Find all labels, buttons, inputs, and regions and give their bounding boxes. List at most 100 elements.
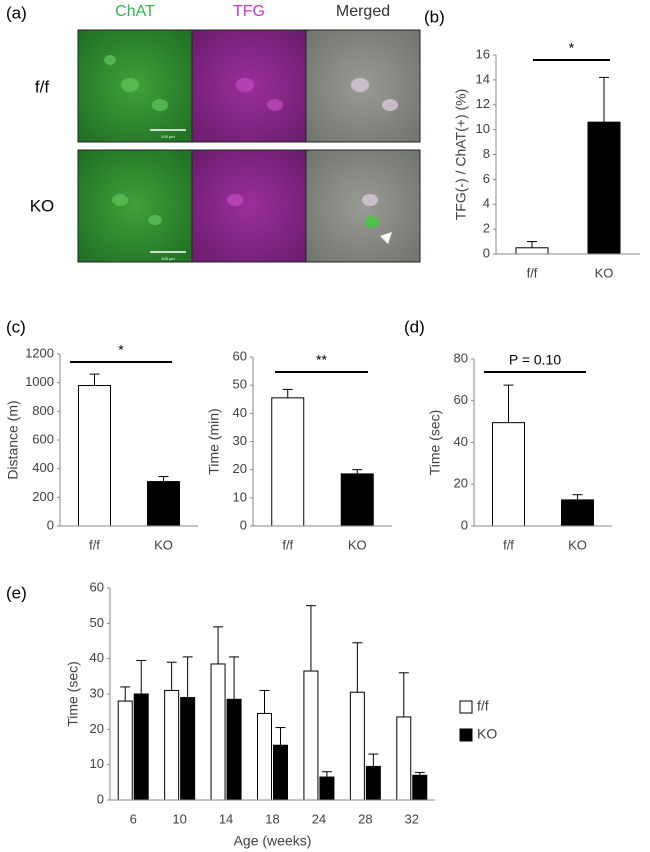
column-label: Merged — [336, 3, 390, 20]
y-tick-label: 1000 — [25, 374, 54, 389]
row-label: KO — [30, 196, 55, 215]
y-axis-label: Time (min) — [206, 408, 222, 474]
significance-label: ** — [316, 352, 327, 368]
y-tick-label: 20 — [454, 476, 468, 491]
bar — [180, 697, 196, 801]
y-axis-label: Time (sec) — [65, 661, 81, 727]
y-tick-label: 600 — [32, 431, 54, 446]
panel-label: (d) — [404, 317, 425, 336]
y-tick-label: 0 — [461, 517, 468, 532]
panel-label: (c) — [6, 317, 26, 336]
y-tick-label: 10 — [90, 756, 104, 771]
y-tick-label: 80 — [454, 350, 468, 365]
y-tick-label: 16 — [476, 46, 490, 61]
bar — [271, 397, 305, 527]
bar — [164, 689, 180, 801]
y-tick-label: 10 — [233, 489, 247, 504]
scale-bar-label: 100 µm — [161, 256, 175, 261]
x-tick-label: 18 — [265, 811, 279, 826]
y-tick-label: 6 — [483, 171, 490, 186]
x-tick-label: 32 — [405, 811, 419, 826]
bar — [133, 693, 149, 801]
bar — [273, 744, 288, 801]
y-tick-label: 20 — [233, 461, 247, 476]
bar — [226, 698, 242, 801]
y-tick-label: 0 — [240, 517, 247, 532]
x-tick-label: f/f — [282, 537, 293, 552]
column-label: ChAT — [115, 3, 155, 20]
y-tick-label: 800 — [32, 403, 54, 418]
bar — [257, 712, 272, 801]
legend-label: f/f — [477, 698, 489, 714]
bar — [117, 700, 133, 801]
legend-swatch — [459, 700, 473, 714]
row-label: f/f — [35, 77, 49, 96]
panel-label: (a) — [6, 3, 27, 22]
x-tick-label: f/f — [527, 265, 538, 280]
x-tick-label: KO — [348, 537, 367, 552]
y-tick-label: 50 — [233, 377, 247, 392]
bar — [412, 774, 428, 801]
y-tick-label: 4 — [483, 196, 490, 211]
significance-label: P = 0.10 — [509, 352, 562, 368]
significance-label: * — [569, 40, 575, 56]
panel-label: (e) — [6, 583, 27, 602]
x-tick-label: KO — [154, 537, 173, 552]
bar — [587, 121, 621, 255]
y-tick-label: 0 — [97, 791, 104, 806]
y-tick-label: 60 — [233, 348, 247, 363]
x-axis-label: Age (weeks) — [234, 833, 312, 849]
bar — [319, 776, 335, 801]
x-tick-label: f/f — [503, 537, 514, 552]
bar — [515, 247, 549, 255]
y-axis-label: TFG(-) / ChAT(+) (%) — [453, 89, 469, 221]
y-tick-label: 10 — [476, 121, 490, 136]
bar — [303, 670, 319, 801]
panel-label: (b) — [424, 7, 445, 26]
bar — [492, 422, 525, 527]
bar — [340, 473, 374, 527]
column-label: TFG — [233, 3, 265, 20]
y-axis-label: Time (sec) — [427, 410, 443, 476]
legend-label: KO — [477, 726, 497, 742]
x-tick-label: 28 — [358, 811, 372, 826]
x-tick-label: 14 — [219, 811, 233, 826]
bar — [349, 691, 365, 801]
y-tick-label: 50 — [90, 615, 104, 630]
y-tick-label: 400 — [32, 460, 54, 475]
x-tick-label: KO — [568, 537, 587, 552]
y-tick-label: 30 — [233, 433, 247, 448]
y-tick-label: 60 — [454, 392, 468, 407]
y-tick-label: 40 — [233, 405, 247, 420]
y-tick-label: 40 — [454, 434, 468, 449]
y-tick-label: 60 — [90, 579, 104, 594]
bar — [561, 499, 594, 527]
x-tick-label: 24 — [312, 811, 326, 826]
y-tick-label: 8 — [483, 146, 490, 161]
legend-swatch — [459, 728, 473, 742]
micrographs: 100 µm 100 µm — [77, 29, 421, 263]
y-tick-label: 12 — [476, 96, 490, 111]
y-tick-label: 0 — [483, 245, 490, 260]
y-axis-label: Distance (m) — [5, 400, 21, 479]
bar — [147, 481, 180, 527]
y-tick-label: 1200 — [25, 345, 54, 360]
y-tick-label: 40 — [90, 650, 104, 665]
y-tick-label: 30 — [90, 685, 104, 700]
scale-bar-label: 100 µm — [161, 134, 175, 139]
y-tick-label: 20 — [90, 721, 104, 736]
bar — [78, 385, 111, 527]
y-tick-label: 2 — [483, 221, 490, 236]
y-tick-label: 14 — [476, 71, 490, 86]
x-tick-label: 10 — [172, 811, 186, 826]
y-tick-label: 0 — [47, 517, 54, 532]
x-tick-label: 6 — [130, 811, 137, 826]
bar — [396, 716, 412, 801]
bar — [210, 663, 226, 801]
bar — [365, 765, 381, 801]
x-tick-label: f/f — [89, 537, 100, 552]
x-tick-label: KO — [595, 265, 614, 280]
y-tick-label: 200 — [32, 489, 54, 504]
significance-label: * — [118, 342, 124, 358]
